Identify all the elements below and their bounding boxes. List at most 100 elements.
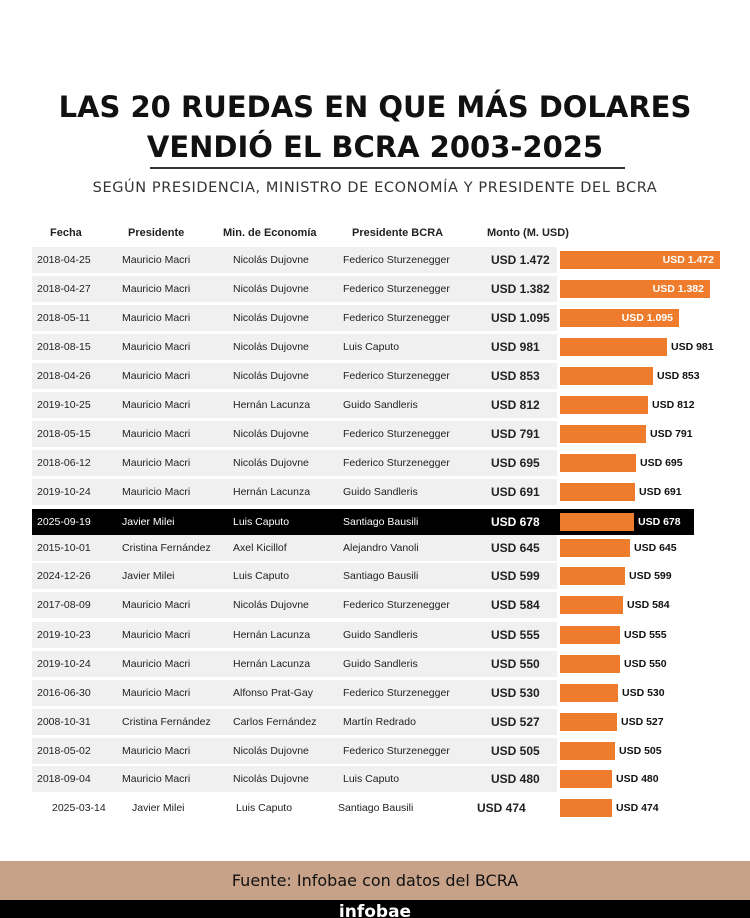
row-ministro: Hernán Lacunza	[233, 486, 311, 498]
table-row: 2016-06-30 Mauricio Macri Alfonso Prat-Gay…	[32, 680, 557, 706]
row-ministro: Carlos Fernández	[233, 716, 317, 728]
row-presidente-bcra: Santiago Bausili	[343, 516, 419, 528]
row-presidente-bcra: Federico Sturzenegger	[343, 312, 450, 324]
bar	[560, 567, 625, 585]
table-row: 2018-08-15 Mauricio Macri Nicolás Dujovne L…	[32, 334, 557, 360]
table-row: 2018-09-04 Mauricio Macri Nicolás Dujovne L…	[32, 766, 557, 792]
row-presidente: Mauricio Macri	[122, 629, 191, 641]
row-ministro: Nicolás Dujovne	[233, 341, 309, 353]
row-monto: USD 791	[491, 427, 540, 441]
bar-value-label: USD 1.472	[662, 254, 714, 266]
bar	[560, 338, 667, 356]
row-date: 2018-05-02	[37, 745, 91, 757]
bar	[560, 513, 634, 531]
title-divider	[150, 167, 625, 169]
bar-value-label: USD 474	[616, 802, 659, 814]
row-monto: USD 527	[491, 715, 540, 729]
row-presidente-bcra: Martín Redrado	[343, 716, 416, 728]
bar-value-label: USD 791	[650, 428, 693, 440]
row-date: 2019-10-24	[37, 658, 91, 670]
row-monto: USD 1.095	[491, 311, 550, 325]
row-monto: USD 981	[491, 340, 540, 354]
bar	[560, 309, 679, 327]
row-ministro: Luis Caputo	[233, 570, 290, 582]
bar-value-label: USD 678	[638, 516, 681, 528]
bar-value-label: USD 527	[621, 716, 664, 728]
bar	[560, 425, 646, 443]
chart-title-line-1: LAS 20 RUEDAS EN QUE MÁS DOLARES	[58, 90, 692, 124]
table-row: 2018-05-11 Mauricio Macri Nicolás Dujovne F…	[32, 305, 557, 331]
bar	[560, 367, 653, 385]
row-date: 2008-10-31	[37, 716, 91, 728]
bar-value-label: USD 599	[629, 570, 672, 582]
row-presidente: Mauricio Macri	[122, 687, 191, 699]
bar	[560, 539, 630, 557]
row-ministro: Nicolás Dujovne	[233, 428, 309, 440]
row-date: 2016-06-30	[37, 687, 91, 699]
bar	[560, 251, 720, 269]
table-row: 2019-10-24 Mauricio Macri Hernán Lacunza Gu…	[32, 479, 557, 505]
row-date: 2019-10-24	[37, 486, 91, 498]
bar-value-label: USD 584	[627, 599, 670, 611]
row-monto: USD 584	[491, 598, 540, 612]
table-row: 2017-08-09 Mauricio Macri Nicolás Dujovne F…	[32, 592, 557, 618]
row-presidente: Mauricio Macri	[122, 312, 191, 324]
row-ministro: Nicolás Dujovne	[233, 283, 309, 295]
row-monto: USD 550	[491, 657, 540, 671]
row-monto: USD 695	[491, 456, 540, 470]
row-presidente: Mauricio Macri	[122, 457, 191, 469]
row-ministro: Axel Kicillof	[233, 542, 287, 554]
table-row: 2018-04-25 Mauricio Macri Nicolás Dujovne F…	[32, 247, 557, 273]
row-date: 2018-04-25	[37, 254, 91, 266]
row-presidente: Mauricio Macri	[122, 599, 191, 611]
row-date: 2024-12-26	[37, 570, 91, 582]
row-ministro: Nicolás Dujovne	[233, 773, 309, 785]
row-date: 2019-10-25	[37, 399, 91, 411]
row-presidente-bcra: Santiago Bausili	[343, 570, 419, 582]
row-ministro: Luis Caputo	[233, 516, 290, 528]
row-monto: USD 645	[491, 541, 540, 555]
row-presidente: Mauricio Macri	[122, 254, 191, 266]
column-header-monto: Monto (M. USD)	[487, 227, 569, 239]
table-row: 2019-10-24 Mauricio Macri Hernán Lacunza Gu…	[32, 651, 557, 677]
row-ministro: Nicolás Dujovne	[233, 254, 309, 266]
row-date: 2018-05-15	[37, 428, 91, 440]
row-presidente-bcra: Federico Sturzenegger	[343, 283, 450, 295]
row-presidente-bcra: Guido Sandleris	[343, 629, 418, 641]
row-ministro: Alfonso Prat-Gay	[233, 687, 313, 699]
bar	[560, 799, 612, 817]
row-monto: USD 480	[491, 772, 540, 786]
row-date: 2018-08-15	[37, 341, 91, 353]
bar	[560, 396, 648, 414]
row-monto: USD 691	[491, 485, 540, 499]
column-header-fecha: Fecha	[50, 227, 82, 239]
row-ministro: Hernán Lacunza	[233, 658, 311, 670]
row-monto: USD 505	[491, 744, 540, 758]
table-row: 2024-12-26 Javier Milei Luis Caputo Santiag…	[32, 563, 557, 589]
bar-value-label: USD 505	[619, 745, 662, 757]
table-row: 2018-05-15 Mauricio Macri Nicolás Dujovne F…	[32, 421, 557, 447]
table-row: 2018-05-02 Mauricio Macri Nicolás Dujovne F…	[32, 738, 557, 764]
bar	[560, 655, 620, 673]
row-date: 2019-10-23	[37, 629, 91, 641]
row-date: 2015-10-01	[37, 542, 91, 554]
row-presidente: Javier Milei	[122, 516, 175, 528]
row-presidente: Mauricio Macri	[122, 486, 191, 498]
row-presidente-bcra: Guido Sandleris	[343, 658, 418, 670]
row-date: 2025-03-14	[52, 802, 106, 814]
row-presidente-bcra: Federico Sturzenegger	[343, 599, 450, 611]
row-presidente: Javier Milei	[122, 570, 175, 582]
column-header-min-economia: Min. de Economía	[223, 227, 317, 239]
row-presidente: Mauricio Macri	[122, 370, 191, 382]
bar-value-label: USD 530	[622, 687, 665, 699]
row-presidente: Mauricio Macri	[122, 745, 191, 757]
row-ministro: Nicolás Dujovne	[233, 599, 309, 611]
row-date: 2018-04-27	[37, 283, 91, 295]
row-date: 2025-09-19	[37, 516, 91, 528]
bar-value-label: USD 555	[624, 629, 667, 641]
row-monto: USD 530	[491, 686, 540, 700]
column-header-presidente-bcra: Presidente BCRA	[352, 227, 444, 239]
row-date: 2018-04-26	[37, 370, 91, 382]
row-presidente: Mauricio Macri	[122, 658, 191, 670]
bar	[560, 596, 623, 614]
